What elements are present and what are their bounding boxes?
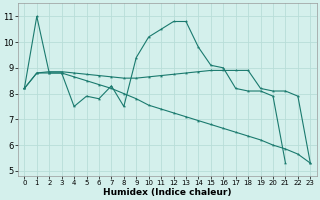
X-axis label: Humidex (Indice chaleur): Humidex (Indice chaleur) bbox=[103, 188, 232, 197]
